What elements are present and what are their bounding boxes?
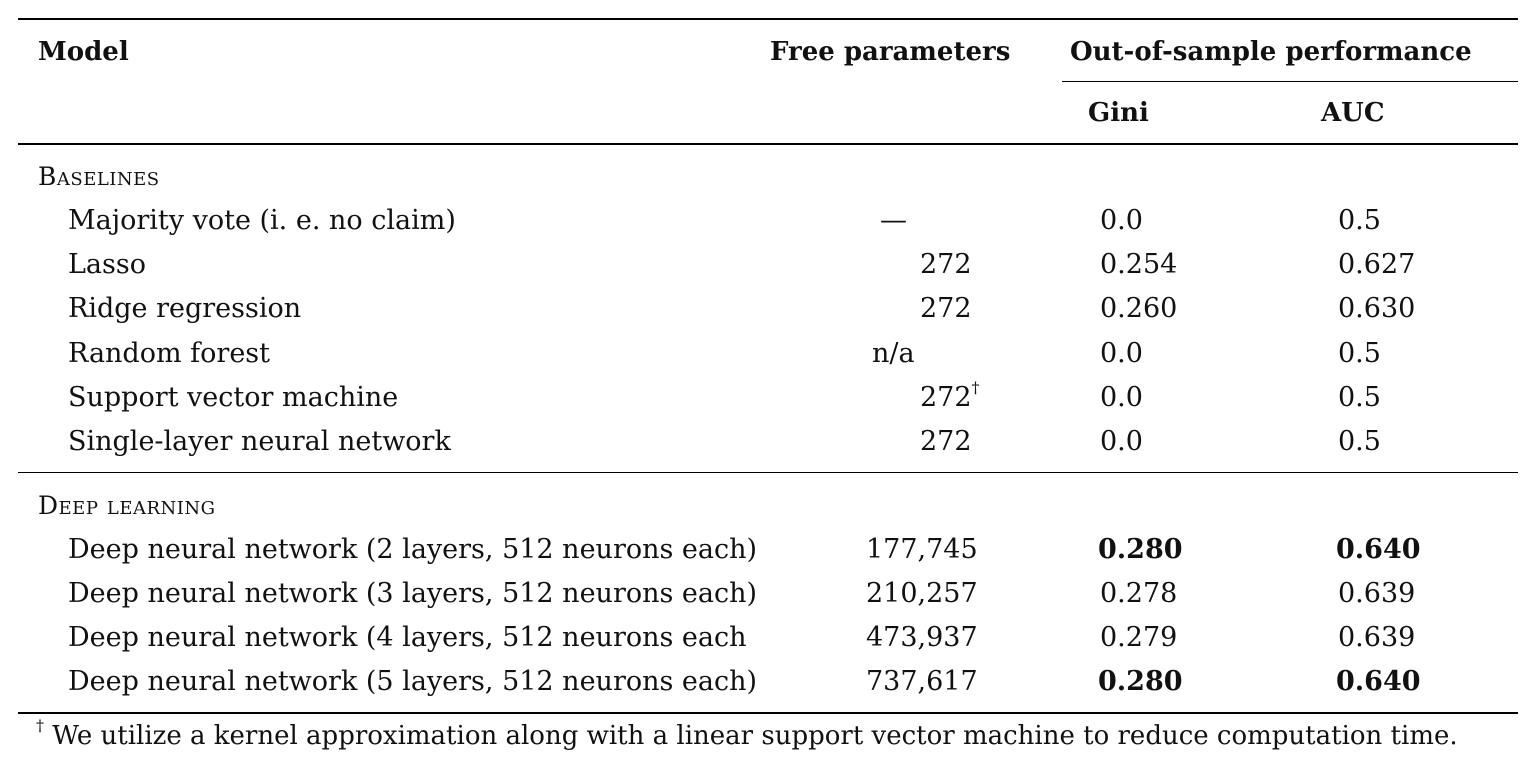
section-title-baselines: Baselines xyxy=(38,162,160,191)
row-free-parameters: 272 xyxy=(920,293,972,324)
row-auc: 0.630 xyxy=(1338,293,1416,324)
footnote-text: We utilize a kernel approximation along … xyxy=(44,721,1458,751)
row-gini: 0.260 xyxy=(1100,293,1178,324)
row-gini: 0.279 xyxy=(1100,622,1178,653)
params-value: 272 xyxy=(920,382,972,413)
row-gini: 0.0 xyxy=(1100,426,1143,457)
header-bottom-rule xyxy=(18,143,1518,145)
row-model-name: Deep neural network (2 layers, 512 neuro… xyxy=(68,534,758,565)
section-title-deep-learning: Deep learning xyxy=(38,491,216,520)
row-model-name: Majority vote (i. e. no claim) xyxy=(68,205,456,236)
row-free-parameters: 737,617 xyxy=(866,666,978,697)
row-gini: 0.278 xyxy=(1100,578,1178,609)
row-free-parameters: — xyxy=(880,205,907,236)
header-gini: Gini xyxy=(1088,98,1149,128)
row-free-parameters: 177,745 xyxy=(866,534,978,565)
bottom-rule xyxy=(18,712,1518,714)
row-model-name: Single-layer neural network xyxy=(68,426,451,457)
row-model-name: Deep neural network (4 layers, 512 neuro… xyxy=(68,622,747,653)
header-model: Model xyxy=(38,37,129,67)
row-free-parameters: 272 xyxy=(920,249,972,280)
top-rule xyxy=(18,18,1518,20)
row-gini: 0.254 xyxy=(1100,249,1178,280)
header-auc: AUC xyxy=(1321,98,1385,128)
row-model-name: Deep neural network (3 layers, 512 neuro… xyxy=(68,578,758,609)
row-auc: 0.5 xyxy=(1338,205,1381,236)
row-free-parameters: 272† xyxy=(920,380,980,414)
performance-group-rule xyxy=(1062,81,1518,82)
dagger-footnote-mark: † xyxy=(971,378,980,397)
row-auc-best: 0.640 xyxy=(1336,534,1421,565)
row-free-parameters: 473,937 xyxy=(866,622,978,653)
row-gini: 0.0 xyxy=(1100,205,1143,236)
row-auc: 0.639 xyxy=(1338,622,1416,653)
row-auc: 0.5 xyxy=(1338,426,1381,457)
row-gini: 0.0 xyxy=(1100,382,1143,413)
row-auc: 0.5 xyxy=(1338,338,1381,369)
row-gini-best: 0.280 xyxy=(1098,666,1183,697)
footnote-dagger-mark: † xyxy=(36,716,44,736)
row-free-parameters: 210,257 xyxy=(866,578,978,609)
header-out-of-sample-performance: Out-of-sample performance xyxy=(1070,37,1472,67)
row-auc: 0.627 xyxy=(1338,249,1416,280)
table-footnote: † We utilize a kernel approximation alon… xyxy=(36,718,1458,752)
row-auc: 0.639 xyxy=(1338,578,1416,609)
row-model-name: Deep neural network (5 layers, 512 neuro… xyxy=(68,666,758,697)
section-divider-rule xyxy=(18,472,1518,473)
row-model-name: Lasso xyxy=(68,249,146,280)
row-auc-best: 0.640 xyxy=(1336,666,1421,697)
row-model-name: Support vector machine xyxy=(68,382,399,413)
row-gini: 0.0 xyxy=(1100,338,1143,369)
row-gini-best: 0.280 xyxy=(1098,534,1183,565)
row-model-name: Random forest xyxy=(68,338,270,369)
row-free-parameters: 272 xyxy=(920,426,972,457)
row-model-name: Ridge regression xyxy=(68,293,302,324)
header-free-parameters: Free parameters xyxy=(770,37,1011,67)
row-auc: 0.5 xyxy=(1338,382,1381,413)
row-free-parameters: n/a xyxy=(872,338,915,369)
